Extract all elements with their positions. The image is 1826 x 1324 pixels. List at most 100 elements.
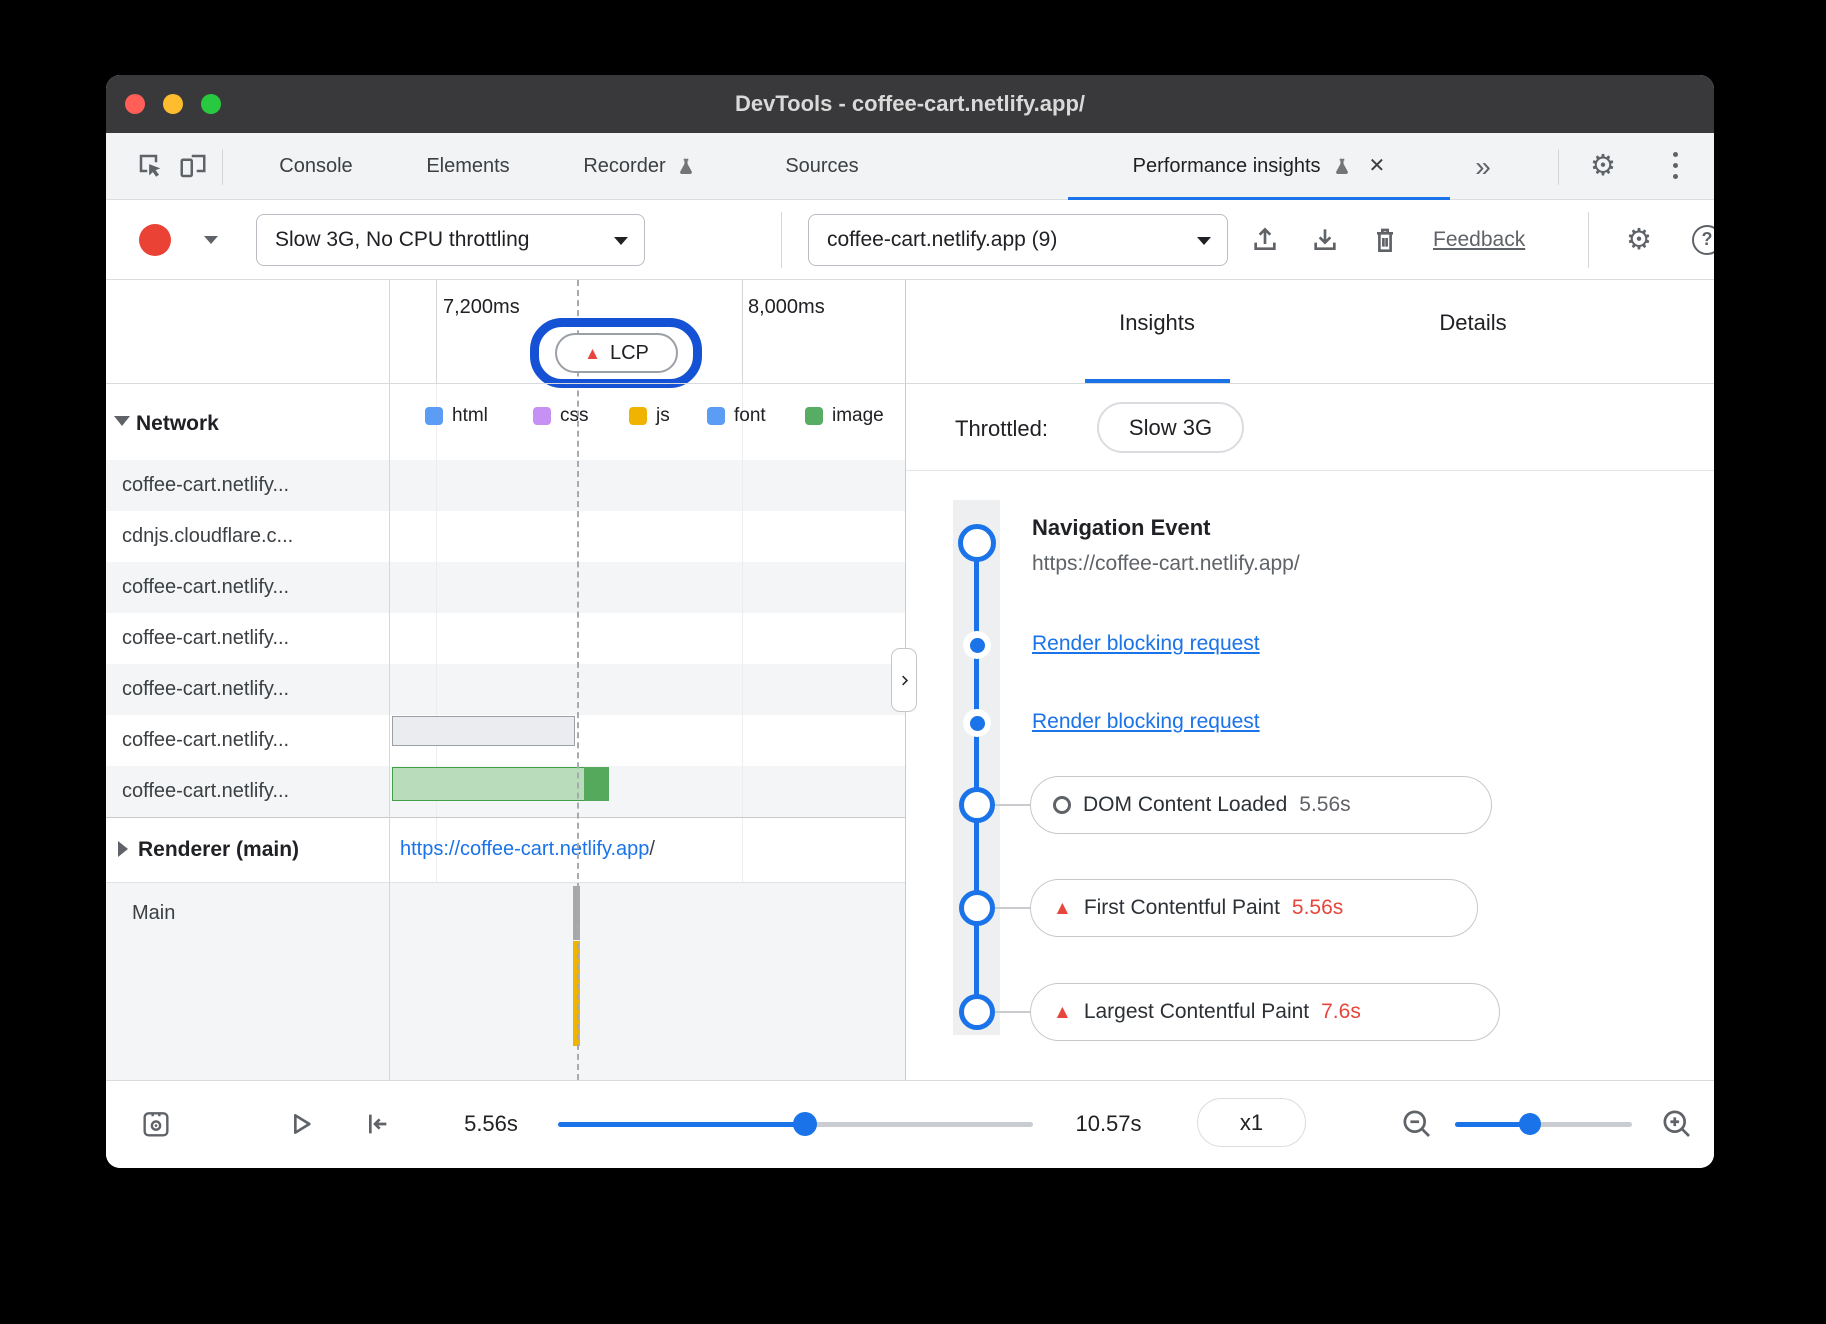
zoom-slider-handle[interactable] <box>1519 1113 1541 1135</box>
device-toolbar-icon[interactable] <box>178 151 208 181</box>
connector-line <box>994 804 1030 806</box>
close-tab-icon[interactable]: ✕ <box>1368 155 1386 177</box>
playback-speed-pill[interactable]: x1 <box>1197 1098 1306 1147</box>
upload-icon[interactable] <box>1249 224 1281 256</box>
tab-insights[interactable]: Insights <box>1119 310 1195 335</box>
skip-to-start-button[interactable] <box>361 1108 393 1140</box>
zoom-window-button[interactable] <box>201 94 221 114</box>
more-tabs-chevron-icon[interactable]: » <box>1475 151 1491 182</box>
render-blocking-link[interactable]: Render blocking request <box>1032 710 1260 733</box>
close-window-button[interactable] <box>125 94 145 114</box>
tab-sources[interactable]: Sources <box>785 155 859 177</box>
help-icon[interactable]: ? <box>1692 225 1714 255</box>
annotation-highlight-ring <box>530 318 702 388</box>
legend-item: font <box>707 405 766 427</box>
header-divider <box>106 383 1714 384</box>
metric-pill-fcp[interactable]: ▲ First Contentful Paint 5.56s <box>1030 879 1478 937</box>
minimize-window-button[interactable] <box>163 94 183 114</box>
tab-elements[interactable]: Elements <box>426 155 510 177</box>
metric-pill-dcl[interactable]: DOM Content Loaded 5.56s <box>1030 776 1492 834</box>
download-icon[interactable] <box>1309 224 1341 256</box>
render-blocking-node[interactable] <box>963 709 991 737</box>
section-divider <box>106 817 905 818</box>
kebab-menu-icon[interactable] <box>1668 152 1682 179</box>
main-thread-track-area <box>106 882 905 1080</box>
play-button[interactable] <box>284 1108 316 1140</box>
legend-label: font <box>734 405 766 426</box>
throttled-label: Throttled: <box>955 416 1048 441</box>
render-blocking-link[interactable]: Render blocking request <box>1032 632 1260 655</box>
playhead-dashed-line[interactable] <box>577 280 579 1080</box>
network-row-label[interactable]: coffee-cart.netlify... <box>122 678 290 700</box>
experiment-flask-icon <box>1331 156 1353 178</box>
sidebar-divider[interactable] <box>389 280 390 1080</box>
settings-gear-icon[interactable]: ⚙ <box>1590 150 1616 182</box>
current-time-label: 5.56s <box>464 1111 518 1136</box>
tab-performance-insights[interactable]: Performance insights ✕ <box>1068 133 1450 200</box>
zoom-out-icon[interactable] <box>1399 1106 1435 1142</box>
network-row-label[interactable]: coffee-cart.netlify... <box>122 474 290 496</box>
throttling-select[interactable]: Slow 3G, No CPU throttling <box>256 214 645 266</box>
dcl-node[interactable] <box>959 787 995 823</box>
gridline <box>742 383 743 1080</box>
tab-recorder[interactable]: Recorder <box>550 133 730 200</box>
expand-panel-button[interactable] <box>891 648 917 712</box>
lcp-marker-badge[interactable]: ▲ LCP <box>555 333 678 373</box>
render-blocking-node[interactable] <box>963 631 991 659</box>
network-section-header[interactable]: Network <box>136 412 219 435</box>
connector-line <box>994 1011 1030 1013</box>
warning-triangle-icon: ▲ <box>1053 897 1072 919</box>
divider <box>906 470 1714 471</box>
playback-footer: 5.56s 10.57s x1 <box>106 1080 1714 1168</box>
network-row-label[interactable]: coffee-cart.netlify... <box>122 576 290 598</box>
zoom-slider[interactable] <box>1455 1122 1632 1127</box>
renderer-section-header[interactable]: Renderer (main) <box>138 838 300 861</box>
window-title: DevTools - coffee-cart.netlify.app/ <box>734 91 1086 116</box>
tab-details[interactable]: Details <box>1439 310 1507 335</box>
tab-console[interactable]: Console <box>279 155 353 177</box>
legend-item: js <box>629 405 670 427</box>
titlebar: DevTools - coffee-cart.netlify.app/ <box>106 75 1714 133</box>
legend-label: js <box>656 405 670 426</box>
navigation-event-title: Navigation Event <box>1032 515 1211 540</box>
network-row-label[interactable]: coffee-cart.netlify... <box>122 729 290 751</box>
event-timeline-line <box>974 543 979 1012</box>
zoom-in-icon[interactable] <box>1659 1106 1695 1142</box>
seek-slider-handle[interactable] <box>793 1112 817 1136</box>
active-tab-underline <box>1068 197 1450 200</box>
recording-select[interactable]: coffee-cart.netlify.app (9) <box>808 214 1228 266</box>
flame-task-scripting[interactable] <box>573 941 580 1046</box>
disclosure-triangle-icon[interactable] <box>118 841 128 857</box>
network-request-bar-pending[interactable] <box>392 716 575 746</box>
renderer-url-link[interactable]: https://coffee-cart.netlify.app <box>400 838 650 860</box>
metric-label: DOM Content Loaded <box>1083 793 1288 816</box>
disclosure-triangle-icon[interactable] <box>114 416 130 426</box>
panel-settings-gear-icon[interactable]: ⚙ <box>1626 224 1652 256</box>
circle-outline-icon <box>1053 796 1071 814</box>
flame-task-gray[interactable] <box>573 886 580 940</box>
lcp-node[interactable] <box>959 994 995 1030</box>
record-options-caret-icon[interactable] <box>204 236 218 244</box>
navigation-event-node[interactable] <box>958 524 996 562</box>
screenshot-preview-icon[interactable] <box>140 1108 172 1140</box>
network-request-bar-image[interactable] <box>392 766 609 801</box>
throttling-select-value: Slow 3G, No CPU throttling <box>275 228 530 251</box>
navigation-event-url: https://coffee-cart.netlify.app/ <box>1032 552 1300 575</box>
renderer-url[interactable]: https://coffee-cart.netlify.app/ <box>400 838 655 861</box>
network-row-label[interactable]: cdnjs.cloudflare.c... <box>122 525 294 547</box>
inspect-element-icon[interactable] <box>136 151 166 181</box>
trash-icon[interactable] <box>1369 224 1401 256</box>
feedback-link[interactable]: Feedback <box>1433 228 1526 251</box>
metric-pill-lcp[interactable]: ▲ Largest Contentful Paint 7.6s <box>1030 983 1500 1041</box>
network-row-label[interactable]: coffee-cart.netlify... <box>122 780 290 802</box>
fcp-node[interactable] <box>959 890 995 926</box>
main-track-label[interactable]: Main <box>132 902 176 924</box>
row-stripe <box>106 664 905 715</box>
record-button[interactable] <box>139 224 171 256</box>
network-row-label[interactable]: coffee-cart.netlify... <box>122 627 290 649</box>
legend-swatch-image <box>805 407 823 425</box>
active-insights-tab-underline <box>1085 379 1230 383</box>
recording-select-value: coffee-cart.netlify.app (9) <box>827 228 1058 251</box>
chevron-down-icon <box>1197 237 1211 245</box>
